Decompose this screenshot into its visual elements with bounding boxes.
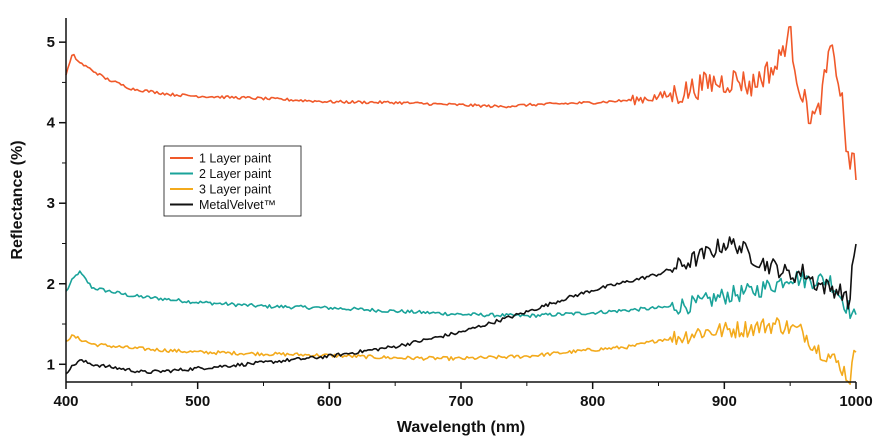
y-tick-label: 4 [47,115,56,132]
y-tick-label: 2 [47,276,55,293]
x-tick-label: 500 [185,393,210,410]
x-tick-label: 1000 [839,393,872,410]
x-tick-label: 600 [317,393,342,410]
series-layer [65,25,857,385]
series-line [65,236,857,375]
legend-label: 1 Layer paint [199,152,272,166]
series-line [65,317,857,385]
x-tick-label: 400 [53,393,78,410]
y-tick-label: 5 [47,34,55,51]
x-tick-label: 800 [580,393,605,410]
x-tick-label: 700 [448,393,473,410]
y-tick-label: 3 [47,195,55,212]
legend-label: 2 Layer paint [199,167,272,181]
ticks-layer: 400 500 600 700 800 900 1000 1 2 3 4 5 [47,34,873,410]
x-axis-title: Wavelength (nm) [397,419,525,436]
legend-label: MetalVelvet™ [199,198,276,212]
x-tick-label: 900 [712,393,737,410]
series-line [65,270,857,320]
y-tick-label: 1 [47,356,55,373]
y-axis-title: Reflectance (%) [9,140,26,259]
legend-label: 3 Layer paint [199,183,272,197]
series-line [65,25,857,181]
